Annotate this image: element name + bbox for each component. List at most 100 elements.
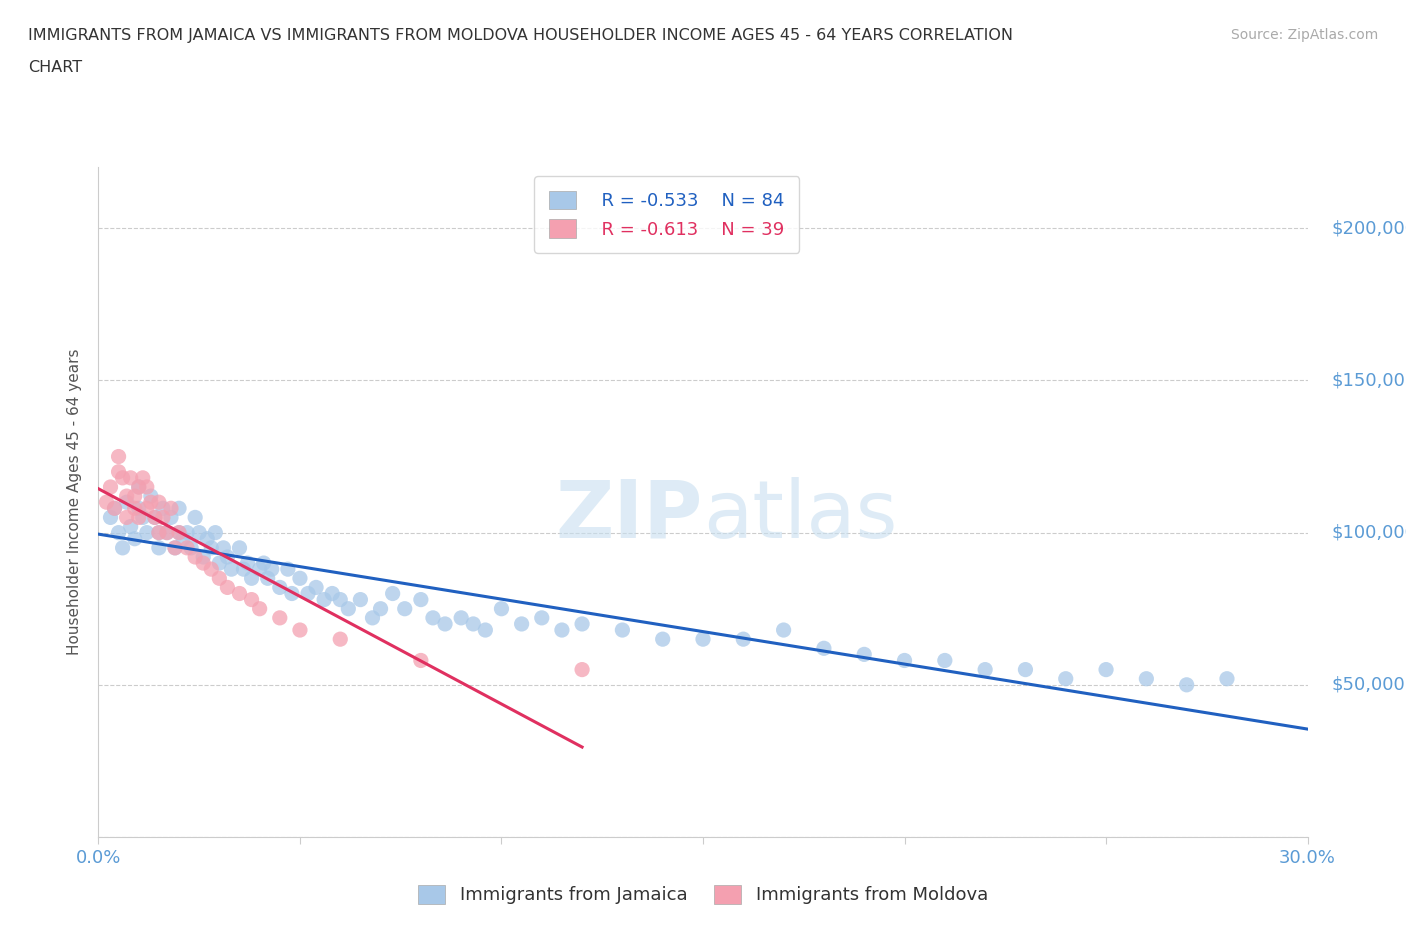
Point bbox=[103, 501, 125, 516]
Point bbox=[651, 631, 673, 646]
Point bbox=[124, 501, 146, 516]
Point bbox=[253, 555, 276, 570]
Point bbox=[135, 480, 157, 495]
Point bbox=[148, 540, 170, 555]
Point bbox=[128, 480, 150, 495]
Point bbox=[184, 510, 207, 525]
Point bbox=[120, 519, 142, 534]
Point bbox=[124, 531, 146, 546]
Point bbox=[260, 562, 283, 577]
Point bbox=[167, 525, 190, 540]
Point bbox=[853, 647, 876, 662]
Text: $50,000: $50,000 bbox=[1331, 676, 1406, 694]
Point bbox=[1135, 671, 1157, 686]
Point bbox=[163, 540, 186, 555]
Point bbox=[571, 617, 593, 631]
Point bbox=[422, 610, 444, 625]
Point bbox=[256, 571, 278, 586]
Point bbox=[111, 471, 134, 485]
Point bbox=[143, 510, 166, 525]
Point bbox=[100, 510, 122, 525]
Point bbox=[221, 562, 243, 577]
Point bbox=[148, 525, 170, 540]
Point bbox=[107, 449, 129, 464]
Point bbox=[409, 653, 432, 668]
Point bbox=[692, 631, 714, 646]
Point bbox=[269, 580, 291, 595]
Text: Source: ZipAtlas.com: Source: ZipAtlas.com bbox=[1230, 28, 1378, 42]
Point bbox=[135, 525, 157, 540]
Point bbox=[1054, 671, 1077, 686]
Point bbox=[1216, 671, 1239, 686]
Point bbox=[115, 510, 138, 525]
Point bbox=[450, 610, 472, 625]
Point bbox=[128, 501, 150, 516]
Point bbox=[232, 562, 254, 577]
Point bbox=[208, 571, 231, 586]
Point bbox=[148, 495, 170, 510]
Point bbox=[409, 592, 432, 607]
Text: CHART: CHART bbox=[28, 60, 82, 75]
Point bbox=[200, 562, 222, 577]
Point bbox=[249, 562, 271, 577]
Point bbox=[463, 617, 485, 631]
Point bbox=[370, 602, 392, 617]
Point bbox=[188, 525, 211, 540]
Point bbox=[551, 622, 574, 637]
Text: ZIP: ZIP bbox=[555, 476, 703, 554]
Point bbox=[152, 510, 174, 525]
Point bbox=[510, 617, 533, 631]
Point bbox=[167, 525, 190, 540]
Point bbox=[135, 501, 157, 516]
Point bbox=[349, 592, 371, 607]
Text: $150,000: $150,000 bbox=[1331, 371, 1406, 390]
Point bbox=[1014, 662, 1036, 677]
Point bbox=[148, 525, 170, 540]
Point bbox=[115, 495, 138, 510]
Point bbox=[176, 540, 198, 555]
Point bbox=[128, 480, 150, 495]
Point bbox=[612, 622, 634, 637]
Point bbox=[115, 488, 138, 503]
Point bbox=[228, 586, 250, 601]
Text: $200,000: $200,000 bbox=[1331, 219, 1406, 237]
Point bbox=[103, 501, 125, 516]
Point bbox=[321, 586, 343, 601]
Point bbox=[184, 550, 207, 565]
Point bbox=[124, 488, 146, 503]
Point bbox=[1095, 662, 1118, 677]
Point bbox=[240, 571, 263, 586]
Point bbox=[394, 602, 416, 617]
Point bbox=[434, 617, 457, 631]
Point bbox=[193, 555, 215, 570]
Point bbox=[163, 540, 186, 555]
Point bbox=[111, 540, 134, 555]
Legend:   R = -0.533    N = 84,   R = -0.613    N = 39: R = -0.533 N = 84, R = -0.613 N = 39 bbox=[534, 177, 799, 253]
Point bbox=[217, 580, 239, 595]
Point bbox=[156, 525, 179, 540]
Point bbox=[143, 510, 166, 525]
Point bbox=[100, 480, 122, 495]
Point bbox=[305, 580, 328, 595]
Point bbox=[893, 653, 915, 668]
Point bbox=[772, 622, 794, 637]
Point bbox=[361, 610, 384, 625]
Point bbox=[132, 471, 155, 485]
Point bbox=[180, 540, 202, 555]
Point bbox=[176, 525, 198, 540]
Point bbox=[200, 540, 222, 555]
Point bbox=[212, 540, 235, 555]
Point bbox=[240, 592, 263, 607]
Point bbox=[934, 653, 956, 668]
Point bbox=[277, 562, 299, 577]
Text: IMMIGRANTS FROM JAMAICA VS IMMIGRANTS FROM MOLDOVA HOUSEHOLDER INCOME AGES 45 - : IMMIGRANTS FROM JAMAICA VS IMMIGRANTS FR… bbox=[28, 28, 1014, 43]
Legend: Immigrants from Jamaica, Immigrants from Moldova: Immigrants from Jamaica, Immigrants from… bbox=[411, 878, 995, 911]
Point bbox=[329, 631, 352, 646]
Text: $100,000: $100,000 bbox=[1331, 524, 1406, 541]
Point bbox=[491, 602, 513, 617]
Point bbox=[217, 550, 239, 565]
Point bbox=[208, 555, 231, 570]
Point bbox=[128, 510, 150, 525]
Point bbox=[571, 662, 593, 677]
Point bbox=[269, 610, 291, 625]
